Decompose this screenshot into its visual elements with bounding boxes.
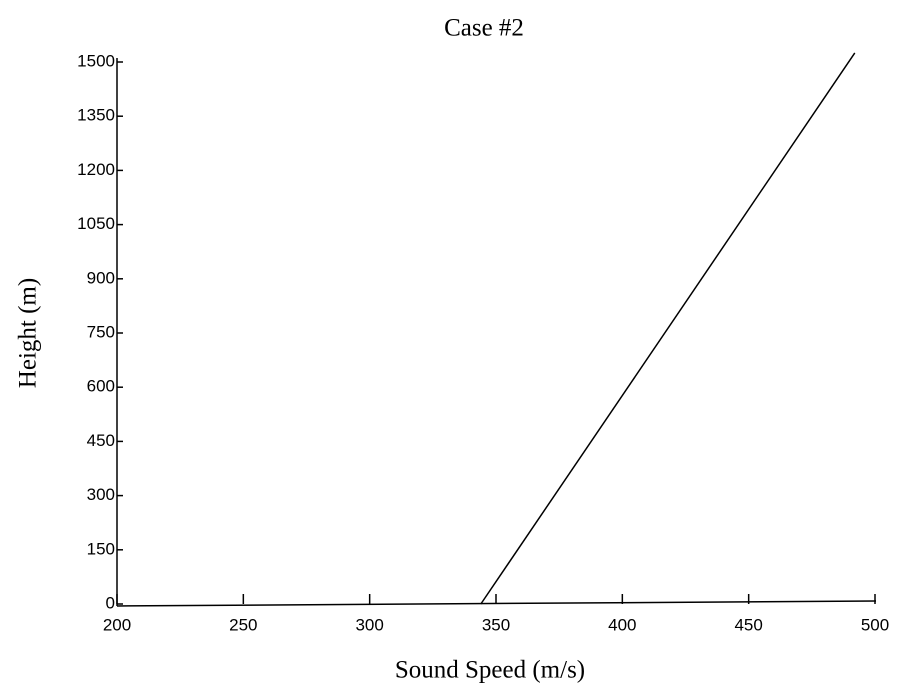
y-tick-label: 0 — [106, 593, 115, 612]
y-tick-label: 1500 — [77, 51, 115, 70]
x-tick-label: 200 — [103, 615, 131, 634]
y-axis-label: Height (m) — [15, 278, 42, 388]
y-tick-label: 900 — [87, 268, 115, 287]
x-tick-label: 300 — [355, 615, 383, 634]
y-tick-label: 1350 — [77, 106, 115, 125]
chart-title: Case #2 — [444, 15, 524, 42]
y-tick-label: 300 — [87, 485, 115, 504]
x-tick-label: 350 — [482, 615, 510, 634]
x-tick-label: 400 — [608, 615, 636, 634]
y-tick-label: 150 — [87, 539, 115, 558]
y-tick-label: 600 — [87, 377, 115, 396]
y-tick-label: 450 — [87, 431, 115, 450]
x-tick-label: 250 — [229, 615, 257, 634]
x-tick-label: 450 — [734, 615, 762, 634]
x-axis-label: Sound Speed (m/s) — [395, 657, 585, 684]
x-tick-label: 500 — [861, 615, 889, 634]
y-tick-label: 1200 — [77, 160, 115, 179]
y-tick-label: 1050 — [77, 214, 115, 233]
y-tick-label: 750 — [87, 322, 115, 341]
data-line — [480, 52, 856, 605]
